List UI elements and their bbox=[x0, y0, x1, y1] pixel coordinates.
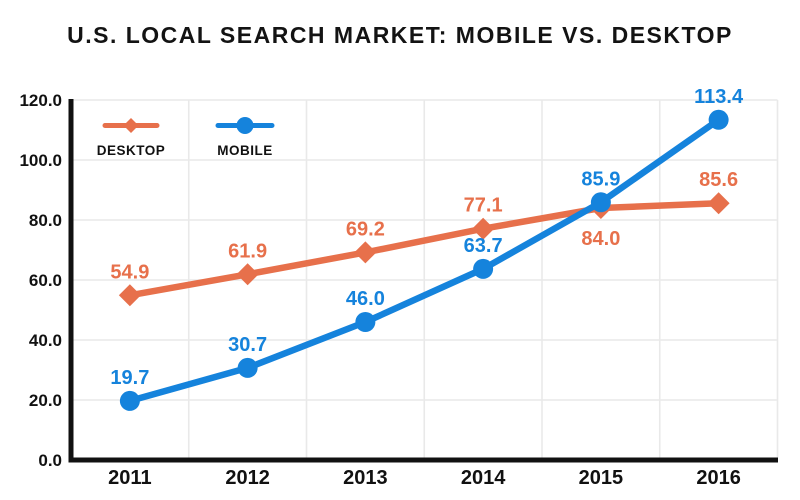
mobile-line bbox=[126, 116, 722, 405]
mobile-point-2012 bbox=[237, 357, 258, 378]
y-tick-label-60.0: 60.0 bbox=[29, 271, 62, 290]
mobile-point-2016 bbox=[708, 109, 729, 130]
mobile-point-2014 bbox=[473, 258, 494, 279]
desktop-point-2011 bbox=[118, 284, 141, 307]
y-axis-labels: 0.0 20.0 40.0 60.0 80.0 100.0 120.0 bbox=[19, 91, 62, 470]
legend-circle-marker-icon bbox=[236, 117, 254, 134]
chart-title: U.S. LOCAL SEARCH MARKET: MOBILE VS. DES… bbox=[67, 22, 733, 48]
mobile-value-label-2013: 46.0 bbox=[346, 288, 385, 310]
desktop-point-2013 bbox=[354, 241, 377, 264]
desktop-point-2014 bbox=[472, 217, 495, 240]
mobile-value-label-2012: 30.7 bbox=[228, 334, 267, 356]
desktop-point-2016 bbox=[707, 192, 730, 215]
legend-label-mobile: MOBILE bbox=[217, 143, 273, 158]
desktop-value-label-2011: 54.9 bbox=[110, 261, 149, 283]
desktop-value-label-2014: 77.1 bbox=[464, 195, 503, 217]
desktop-value-labels: 54.9 61.9 69.2 77.1 84.0 85.6 bbox=[110, 169, 738, 283]
y-tick-label-80.0: 80.0 bbox=[29, 211, 62, 230]
desktop-value-label-2012: 61.9 bbox=[228, 240, 267, 262]
legend-diamond-marker-icon bbox=[123, 118, 139, 133]
mobile-point-2013 bbox=[355, 312, 376, 332]
y-tick-label-20.0: 20.0 bbox=[29, 391, 62, 410]
desktop-value-label-2016: 85.6 bbox=[699, 169, 738, 191]
desktop-series bbox=[118, 192, 730, 307]
x-tick-label-2014: 2014 bbox=[461, 467, 506, 489]
mobile-value-label-2015: 85.9 bbox=[581, 168, 620, 190]
mobile-value-label-2014: 63.7 bbox=[464, 235, 503, 257]
x-tick-label-2012: 2012 bbox=[225, 467, 270, 489]
gridlines bbox=[71, 99, 779, 458]
x-tick-label-2013: 2013 bbox=[343, 467, 388, 489]
desktop-line bbox=[126, 199, 722, 299]
legend-item-mobile: MOBILE bbox=[215, 117, 275, 158]
x-tick-label-2015: 2015 bbox=[579, 467, 624, 489]
legend-label-desktop: DESKTOP bbox=[97, 143, 166, 158]
x-axis-labels: 2011 2012 2013 2014 2015 2016 bbox=[108, 467, 741, 489]
mobile-point-2011 bbox=[119, 390, 140, 411]
x-tick-label-2016: 2016 bbox=[696, 467, 741, 489]
mobile-value-label-2011: 19.7 bbox=[110, 367, 149, 389]
y-tick-label-120.0: 120.0 bbox=[19, 91, 62, 110]
mobile-series bbox=[119, 109, 729, 411]
y-tick-label-100.0: 100.0 bbox=[19, 151, 62, 170]
y-tick-label-0.0: 0.0 bbox=[38, 451, 62, 470]
mobile-value-labels: 19.7 30.7 46.0 63.7 85.9 113.4 bbox=[110, 86, 744, 389]
y-tick-label-40.0: 40.0 bbox=[29, 331, 62, 350]
mobile-value-label-2016: 113.4 bbox=[694, 86, 744, 108]
desktop-value-label-2015: 84.0 bbox=[581, 228, 620, 250]
mobile-point-2015 bbox=[590, 192, 611, 213]
desktop-value-label-2013: 69.2 bbox=[346, 218, 385, 240]
desktop-point-2012 bbox=[236, 263, 259, 286]
legend-item-desktop: DESKTOP bbox=[97, 118, 166, 158]
x-tick-label-2011: 2011 bbox=[108, 467, 151, 489]
legend: DESKTOP MOBILE bbox=[97, 117, 275, 158]
